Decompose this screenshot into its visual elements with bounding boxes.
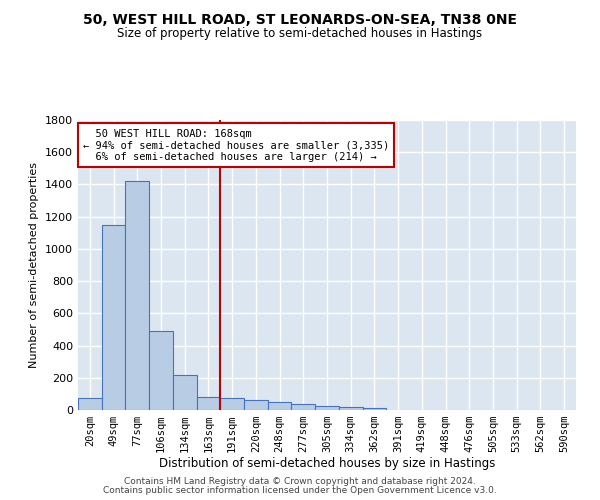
Bar — [149, 331, 173, 410]
Text: Contains public sector information licensed under the Open Government Licence v3: Contains public sector information licen… — [103, 486, 497, 495]
Bar — [244, 400, 268, 410]
Bar — [339, 407, 362, 410]
Bar — [315, 406, 339, 410]
Y-axis label: Number of semi-detached properties: Number of semi-detached properties — [29, 162, 40, 368]
Bar — [78, 398, 102, 410]
Bar — [197, 397, 220, 410]
Bar — [125, 181, 149, 410]
Text: Size of property relative to semi-detached houses in Hastings: Size of property relative to semi-detach… — [118, 28, 482, 40]
Bar — [362, 408, 386, 410]
Bar — [102, 224, 125, 410]
Bar — [268, 402, 292, 410]
Text: 50 WEST HILL ROAD: 168sqm
← 94% of semi-detached houses are smaller (3,335)
  6%: 50 WEST HILL ROAD: 168sqm ← 94% of semi-… — [83, 128, 389, 162]
Text: Distribution of semi-detached houses by size in Hastings: Distribution of semi-detached houses by … — [159, 458, 495, 470]
Text: Contains HM Land Registry data © Crown copyright and database right 2024.: Contains HM Land Registry data © Crown c… — [124, 477, 476, 486]
Text: 50, WEST HILL ROAD, ST LEONARDS-ON-SEA, TN38 0NE: 50, WEST HILL ROAD, ST LEONARDS-ON-SEA, … — [83, 12, 517, 26]
Bar — [173, 376, 197, 410]
Bar — [220, 398, 244, 410]
Bar — [292, 404, 315, 410]
